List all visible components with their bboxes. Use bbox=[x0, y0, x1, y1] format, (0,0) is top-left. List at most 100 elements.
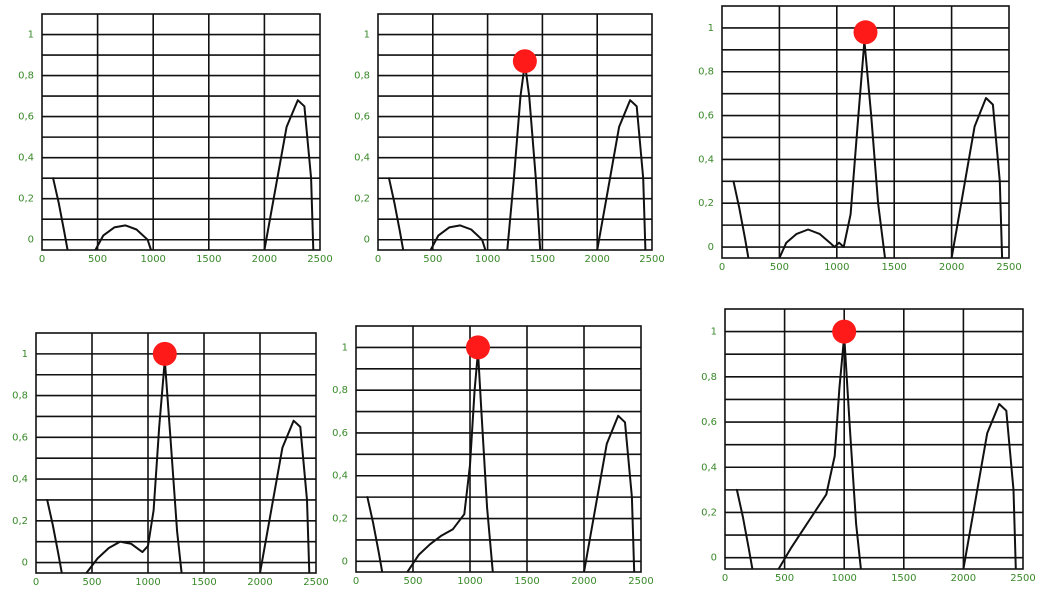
response-curve bbox=[46, 499, 63, 573]
response-curve bbox=[52, 177, 69, 250]
x-tick-label: 0 bbox=[375, 254, 381, 265]
x-tick-label: 500 bbox=[82, 577, 101, 588]
x-tick-label: 2500 bbox=[307, 254, 332, 265]
x-tick-label: 500 bbox=[770, 262, 789, 273]
x-tick-label: 1000 bbox=[824, 262, 849, 273]
x-tick-label: 0 bbox=[722, 573, 728, 584]
y-tick-label: 0,8 bbox=[18, 71, 34, 82]
y-tick-label: 0,6 bbox=[12, 432, 28, 443]
x-tick-label: 2000 bbox=[247, 577, 272, 588]
y-tick-label: 0,2 bbox=[698, 198, 714, 209]
x-tick-label: 1000 bbox=[831, 573, 856, 584]
x-tick-label: 1500 bbox=[191, 577, 216, 588]
response-curve bbox=[263, 99, 315, 250]
x-tick-label: 0 bbox=[39, 254, 45, 265]
chart-panel-4: 0 500 1000 1500 2000 2500 0 0,2 0,4 0,6 0,8 1 bbox=[12, 332, 329, 588]
y-tick-label: 0,8 bbox=[698, 67, 714, 78]
x-tick-label: 1500 bbox=[530, 254, 555, 265]
y-tick-label: 0,2 bbox=[701, 507, 717, 518]
response-curve bbox=[406, 350, 494, 572]
y-tick-label: 0,8 bbox=[701, 372, 717, 383]
chart-panel-6: 0 500 1000 1500 2000 2500 0 0,2 0,4 0,6 0,8 1 bbox=[701, 308, 1036, 584]
plot-frame bbox=[355, 325, 642, 573]
y-tick-label: 0,8 bbox=[354, 71, 370, 82]
x-tick-label: 1500 bbox=[891, 573, 916, 584]
y-tick-label: 0,2 bbox=[12, 516, 28, 527]
y-tick-label: 0 bbox=[28, 235, 34, 246]
chart-panel-1: 0 500 1000 1500 2000 2500 0 0,2 0,4 0,6 0,8 1 bbox=[18, 13, 333, 265]
response-curve bbox=[388, 177, 405, 250]
y-tick-label: 0 bbox=[708, 242, 714, 253]
response-curve bbox=[777, 335, 862, 569]
x-tick-label: 2000 bbox=[584, 254, 609, 265]
x-tick-label: 1500 bbox=[514, 576, 539, 587]
y-tick-label: 0 bbox=[22, 558, 28, 569]
y-tick-label: 0,8 bbox=[12, 391, 28, 402]
peak-marker bbox=[465, 335, 490, 360]
y-tick-label: 0,4 bbox=[698, 154, 714, 165]
y-tick-label: 0,4 bbox=[332, 471, 348, 482]
plot-frame bbox=[41, 13, 321, 251]
response-curve bbox=[429, 224, 487, 250]
plot-frame bbox=[35, 332, 317, 574]
x-tick-label: 500 bbox=[423, 254, 442, 265]
y-tick-label: 1 bbox=[22, 349, 28, 360]
y-tick-label: 0,4 bbox=[18, 153, 34, 164]
y-tick-label: 0,8 bbox=[332, 385, 348, 396]
y-tick-label: 0,4 bbox=[701, 462, 717, 473]
response-curve bbox=[962, 403, 1017, 569]
chart-panel-5: 0 500 1000 1500 2000 2500 0 0,2 0,4 0,6 0,8 1 bbox=[332, 325, 654, 587]
peak-marker bbox=[512, 49, 537, 74]
peak-marker bbox=[152, 341, 177, 366]
y-tick-label: 0,4 bbox=[354, 153, 370, 164]
response-curve bbox=[596, 99, 647, 250]
x-tick-label: 2500 bbox=[996, 262, 1021, 273]
peak-marker bbox=[832, 319, 857, 344]
y-tick-label: 0,6 bbox=[698, 111, 714, 122]
x-tick-label: 2500 bbox=[303, 577, 328, 588]
response-curve bbox=[94, 224, 152, 250]
response-curve bbox=[259, 419, 311, 573]
x-tick-label: 1000 bbox=[457, 576, 482, 587]
y-tick-label: 0,2 bbox=[18, 194, 34, 205]
response-curve bbox=[583, 414, 636, 572]
y-tick-label: 0,4 bbox=[12, 474, 28, 485]
response-curve bbox=[950, 97, 1004, 258]
plot-frame bbox=[377, 13, 653, 251]
x-tick-label: 500 bbox=[88, 254, 107, 265]
x-tick-label: 1500 bbox=[196, 254, 221, 265]
y-tick-label: 0,6 bbox=[332, 428, 348, 439]
x-tick-label: 2000 bbox=[571, 576, 596, 587]
response-curve bbox=[366, 496, 384, 572]
y-tick-label: 1 bbox=[364, 30, 370, 41]
x-tick-label: 2500 bbox=[1010, 573, 1035, 584]
plot-frame bbox=[724, 308, 1024, 570]
y-tick-label: 1 bbox=[708, 23, 714, 34]
x-tick-label: 2500 bbox=[628, 576, 653, 587]
response-curve bbox=[778, 40, 886, 258]
y-tick-label: 0 bbox=[364, 235, 370, 246]
x-tick-label: 1000 bbox=[135, 577, 160, 588]
x-tick-label: 2000 bbox=[939, 262, 964, 273]
y-tick-label: 0,6 bbox=[701, 417, 717, 428]
plot-frame bbox=[721, 5, 1010, 259]
x-tick-label: 2000 bbox=[252, 254, 277, 265]
y-tick-label: 0,2 bbox=[354, 194, 370, 205]
chart-panel-2: 0 500 1000 1500 2000 2500 0 0,2 0,4 0,6 0,8 1 bbox=[354, 13, 665, 265]
x-tick-label: 0 bbox=[33, 577, 39, 588]
x-tick-label: 2500 bbox=[639, 254, 664, 265]
chart-panel-3: 0 500 1000 1500 2000 2500 0 0,2 0,4 0,6 0,8 1 bbox=[698, 5, 1022, 273]
response-curve bbox=[732, 180, 750, 258]
x-tick-label: 2000 bbox=[951, 573, 976, 584]
x-tick-label: 500 bbox=[403, 576, 422, 587]
y-tick-label: 0 bbox=[711, 553, 717, 564]
x-tick-label: 0 bbox=[353, 576, 359, 587]
response-curve bbox=[735, 488, 754, 569]
x-tick-label: 0 bbox=[719, 262, 725, 273]
y-tick-label: 0 bbox=[342, 556, 348, 567]
y-tick-label: 1 bbox=[711, 327, 717, 338]
response-curve bbox=[506, 62, 542, 250]
y-tick-label: 0,2 bbox=[332, 514, 348, 525]
y-tick-label: 1 bbox=[342, 342, 348, 353]
